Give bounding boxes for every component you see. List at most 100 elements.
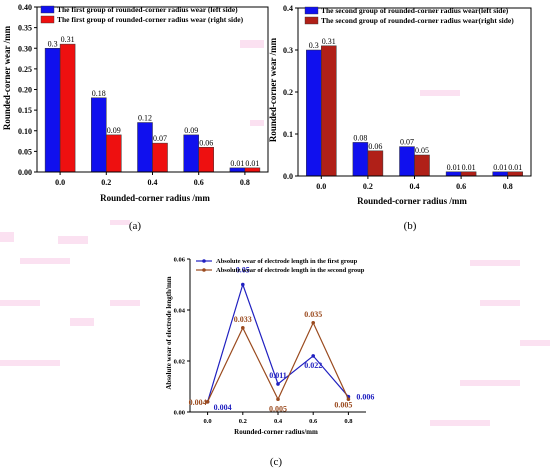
c-xtick-label-2: 0.4	[274, 418, 283, 425]
ytick-label-b-0: 0.0	[283, 172, 293, 181]
bar-a-s1-4	[244, 167, 261, 173]
plot-frame-a	[36, 6, 269, 173]
panel-c-ylabel: Absolute wear of electrode length/mm	[165, 276, 173, 389]
c-point-s0-2	[276, 382, 280, 386]
xtick-label-a-1: 0.2	[101, 178, 111, 187]
c-point-s0-1	[241, 282, 245, 287]
bar-a-s0-0	[44, 48, 61, 173]
data-label-a-s0-2: 0.12	[138, 114, 152, 123]
panel-b-data-labels: 0.3 0.310.080.06 0.070.050.01 0.01 0.01 0.01	[309, 37, 522, 172]
c-data-label-s1-1: 0.033	[234, 315, 252, 324]
ytick-label-a-8: 0.40	[18, 3, 32, 12]
legend-label-a-0: The first group of rounded-corner radius…	[57, 5, 238, 14]
xtick-label-b-0: 0.0	[316, 182, 326, 191]
panel-c-legend: Absolute wear of electrode length in the…	[196, 258, 365, 274]
c-ytick-label-1: 0.02	[174, 359, 185, 366]
bar-a-s1-2	[152, 142, 168, 173]
bar-a-s0-3	[183, 134, 199, 173]
panel-a-axes: 0.0 0.2 0.4 0.6 0.8 0.00 0.05 0.10 0.15 0.20 0.25 0…	[18, 3, 269, 187]
panel-a-legend: The first group of rounded-corner radius…	[40, 5, 244, 24]
bar-a-s0-1	[91, 97, 107, 173]
xtick-label-b-4: 0.8	[503, 182, 513, 191]
xtick-label-a-4: 0.8	[240, 178, 250, 187]
bar-a-s1-1	[106, 134, 122, 173]
legend-label-a-1: The first group of rounded-corner radius…	[57, 15, 244, 24]
bar-b-s0-2	[399, 146, 415, 177]
panel-b-xlabel: Rounded-corner radius /mm	[357, 196, 467, 206]
c-xtick-label-3: 0.6	[309, 418, 318, 425]
ytick-label-a-7: 0.35	[18, 24, 32, 33]
panel-b-label: (b)	[404, 220, 417, 232]
data-label-b-s1-4: 0.01	[508, 163, 522, 172]
xtick-label-b-2: 0.4	[410, 182, 420, 191]
panel-b-bar-chart: 0.3 0.310.080.06 0.070.050.01 0.01 0.01 0.01 …	[268, 4, 532, 232]
panel-a-data-labels: 0.3 0.310.180.090.120.070.090.060.01 0.01	[48, 35, 260, 168]
data-label-b-s0-1: 0.08	[353, 133, 367, 142]
ytick-label-a-5: 0.25	[18, 65, 32, 74]
c-data-label-s1-0: 0.004	[189, 398, 207, 407]
bar-b-s1-3	[460, 171, 477, 177]
c-ytick-label-0: 0.00	[174, 410, 185, 417]
panel-c-axes: 0.0 0.2 0.4 0.6 0.8 0.00 0.02 0.04 0.06	[174, 257, 366, 425]
ytick-label-a-6: 0.30	[18, 44, 32, 53]
c-data-label-s1-2: 0.005	[269, 404, 287, 413]
c-xtick-label-1: 0.2	[239, 418, 247, 425]
panel-c-lines	[205, 282, 351, 404]
plot-frame-b	[297, 7, 532, 177]
c-data-label-s0-2: 0.011	[269, 371, 287, 380]
data-label-b-s0-2: 0.07	[400, 138, 414, 147]
bar-b-s0-4	[492, 171, 508, 177]
data-label-a-s1-1: 0.09	[107, 126, 121, 135]
bar-a-s1-3	[198, 147, 214, 173]
ytick-label-b-4: 0.4	[283, 4, 293, 13]
data-label-b-s0-3: 0.01	[447, 163, 461, 172]
ytick-label-a-3: 0.15	[18, 106, 32, 115]
panel-c-xlabel: Rounded-corner radius/mm	[234, 428, 318, 436]
c-point-s1-0	[205, 400, 210, 404]
c-data-label-s1-4: 0.005	[334, 400, 352, 409]
c-legend-marker-0	[202, 259, 206, 263]
c-legend-label-0: Absolute wear of electrode length in the…	[216, 258, 358, 265]
c-xtick-label-0: 0.0	[204, 418, 212, 425]
xtick-label-a-3: 0.6	[194, 178, 204, 187]
legend-swatch-b-0	[304, 6, 319, 15]
xtick-label-a-0: 0.0	[55, 178, 65, 187]
c-point-s1-3	[311, 320, 316, 325]
bar-a-s0-2	[137, 122, 153, 173]
c-legend-label-1: Absolute wear of electrode length in the…	[216, 267, 365, 274]
panel-c-line-chart: 0.0 0.2 0.4 0.6 0.80.000.020.040.06 0.0040.0…	[165, 257, 374, 469]
panel-b-ylabel: Rounded-corner wear /mm	[268, 37, 278, 142]
data-label-a-s0-1: 0.18	[92, 89, 106, 98]
bar-b-s0-0	[306, 49, 322, 177]
bar-b-s0-3	[445, 171, 462, 177]
c-legend-marker-1	[202, 268, 206, 272]
c-point-s1-4	[346, 397, 351, 402]
legend-swatch-a-1	[40, 15, 55, 24]
panel-b-axes: 0.0 0.2 0.4 0.6 0.8 0.0 0.1 0.2 0.3 0.4	[283, 4, 532, 191]
xtick-label-b-1: 0.2	[363, 182, 373, 191]
data-label-a-s1-0: 0.31	[61, 35, 75, 44]
ytick-label-b-1: 0.1	[283, 130, 293, 139]
bar-a-s0-4	[229, 167, 246, 173]
data-label-a-s1-2: 0.07	[153, 134, 167, 143]
ytick-label-a-2: 0.10	[18, 127, 32, 136]
c-ytick-label-3: 0.06	[174, 257, 186, 264]
panel-a-bar-chart: 0.3 0.310.180.090.120.070.090.060.01 0.01 …	[2, 3, 269, 232]
xtick-label-b-3: 0.6	[456, 182, 466, 191]
bar-b-s1-2	[414, 154, 430, 177]
ytick-label-b-2: 0.2	[283, 88, 293, 97]
data-label-a-s0-4: 0.01	[230, 159, 244, 168]
data-label-a-s0-3: 0.09	[184, 126, 198, 135]
c-point-s1-1	[241, 326, 245, 330]
data-label-b-s1-1: 0.06	[368, 142, 382, 151]
c-point-s0-3	[311, 354, 316, 358]
panel-a-ylabel: Rounded-corner wear /mm	[2, 25, 12, 130]
c-data-label-s0-1: 0.05	[236, 266, 250, 275]
legend-label-b-0: The second group of rounded-corner radiu…	[321, 6, 509, 15]
c-data-label-s0-3: 0.022	[304, 361, 322, 370]
c-series-line-1	[207, 321, 349, 403]
legend-swatch-b-1	[304, 16, 319, 25]
xtick-label-a-2: 0.4	[148, 178, 158, 187]
bar-b-s0-1	[352, 142, 369, 177]
ytick-label-a-4: 0.20	[18, 86, 32, 95]
